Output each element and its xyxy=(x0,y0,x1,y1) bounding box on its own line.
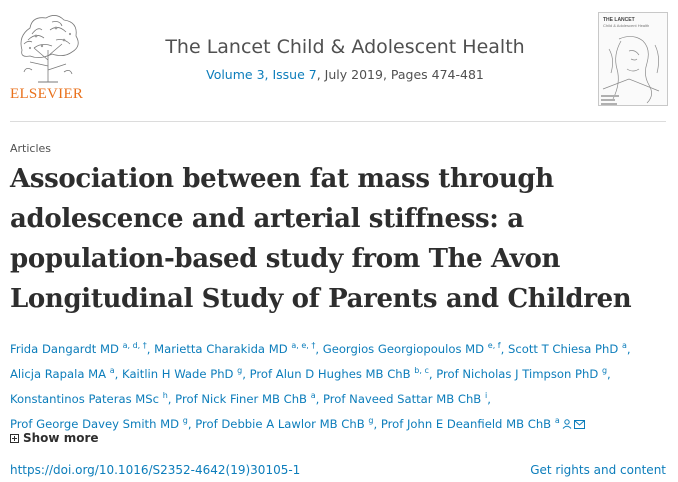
article-header: ELSEVIER The Lancet Child & Adolescent H… xyxy=(0,0,678,122)
article-type: Articles xyxy=(10,142,52,155)
author-name[interactable]: Georgios Georgiopoulos MD xyxy=(322,342,485,356)
author-affiliation-marker[interactable]: a, d, † xyxy=(122,341,147,350)
author-name[interactable]: Prof George Davey Smith MD xyxy=(10,417,180,431)
header-divider xyxy=(10,121,666,122)
journal-cover-thumbnail[interactable]: THE LANCET Child & Adolescent Health xyxy=(598,12,668,106)
author-name[interactable]: Kaitlin H Wade PhD xyxy=(122,367,234,381)
author-list: Frida Dangardt MD a, d, †, Marietta Char… xyxy=(10,341,631,431)
author-name[interactable]: Frida Dangardt MD xyxy=(10,342,119,356)
author-name[interactable]: Prof Alun D Hughes MB ChB xyxy=(249,367,411,381)
author-item[interactable]: Prof George Davey Smith MD g xyxy=(10,416,188,431)
author-name[interactable]: Alicja Rapala MA xyxy=(10,367,107,381)
author-affiliation-marker[interactable]: g xyxy=(237,366,243,375)
author-item[interactable]: Prof Debbie A Lawlor MB ChB g xyxy=(195,416,374,431)
show-more-label: Show more xyxy=(23,431,99,445)
person-icon[interactable] xyxy=(562,419,572,429)
author-name[interactable]: Prof Nick Finer MB ChB xyxy=(175,392,308,406)
author-name[interactable]: Marietta Charakida MD xyxy=(154,342,288,356)
cover-illustration xyxy=(601,36,660,105)
author-affiliation-marker[interactable]: a xyxy=(310,391,316,400)
elsevier-tree-icon xyxy=(20,15,79,83)
author-item[interactable]: Marietta Charakida MD a, e, † xyxy=(154,341,316,356)
author-name[interactable]: Prof John E Deanfield MB ChB xyxy=(380,417,552,431)
author-name[interactable]: Konstantinos Pateras MSc xyxy=(10,392,160,406)
author-name[interactable]: Prof Debbie A Lawlor MB ChB xyxy=(195,417,365,431)
article-title: Association between fat mass through ado… xyxy=(10,164,632,314)
elsevier-logo[interactable]: ELSEVIER xyxy=(10,10,90,106)
author-affiliation-marker[interactable]: b, c xyxy=(414,366,429,375)
author-item[interactable]: Prof Nicholas J Timpson PhD g xyxy=(436,366,608,381)
author-item[interactable]: Georgios Georgiopoulos MD e, f xyxy=(322,341,501,356)
rights-link[interactable]: Get rights and content xyxy=(530,463,666,477)
author-name[interactable]: Scott T Chiesa PhD xyxy=(508,342,619,356)
author-affiliation-marker[interactable]: h xyxy=(162,391,168,400)
author-affiliation-marker[interactable]: i xyxy=(484,391,488,400)
author-item[interactable]: Prof Naveed Sattar MB ChB i xyxy=(323,391,488,406)
author-item[interactable]: Kaitlin H Wade PhD g xyxy=(122,366,243,381)
author-item[interactable]: Prof John E Deanfield MB ChB a xyxy=(380,416,585,431)
cover-title: THE LANCET xyxy=(603,17,635,23)
issue-details: , July 2019, Pages 474-481 xyxy=(316,67,484,82)
cover-subtitle: Child & Adolescent Health xyxy=(603,23,650,28)
author-name[interactable]: Prof Naveed Sattar MB ChB xyxy=(323,392,482,406)
author-affiliation-marker[interactable]: g xyxy=(368,416,374,425)
journal-title[interactable]: The Lancet Child & Adolescent Health xyxy=(165,36,525,58)
issue-link[interactable]: Volume 3, Issue 7 xyxy=(206,67,317,82)
author-affiliation-marker[interactable]: e, f xyxy=(487,341,501,350)
author-affiliation-marker[interactable]: a, e, † xyxy=(291,341,316,350)
author-name[interactable]: Prof Nicholas J Timpson PhD xyxy=(436,367,599,381)
author-item[interactable]: Alicja Rapala MA a xyxy=(10,366,115,381)
doi-link[interactable]: https://doi.org/10.1016/S2352-4642(19)30… xyxy=(10,463,301,477)
show-more-button[interactable]: Show more xyxy=(10,431,99,445)
author-item[interactable]: Prof Nick Finer MB ChB a xyxy=(175,391,316,406)
issue-info: Volume 3, Issue 7, July 2019, Pages 474-… xyxy=(100,67,590,82)
author-affiliation-marker[interactable]: g xyxy=(182,416,188,425)
author-item[interactable]: Konstantinos Pateras MSc h xyxy=(10,391,168,406)
envelope-icon[interactable] xyxy=(573,420,585,429)
author-affiliation-marker[interactable]: a xyxy=(109,366,115,375)
author-affiliation-marker[interactable]: a xyxy=(621,341,627,350)
author-affiliation-marker[interactable]: g xyxy=(601,366,608,375)
elsevier-wordmark: ELSEVIER xyxy=(10,86,84,102)
plus-box-icon xyxy=(10,433,19,443)
author-affiliation-marker[interactable]: a xyxy=(554,416,560,425)
author-item[interactable]: Frida Dangardt MD a, d, † xyxy=(10,341,147,356)
author-item[interactable]: Scott T Chiesa PhD a xyxy=(508,341,627,356)
author-item[interactable]: Prof Alun D Hughes MB ChB b, c xyxy=(249,366,429,381)
